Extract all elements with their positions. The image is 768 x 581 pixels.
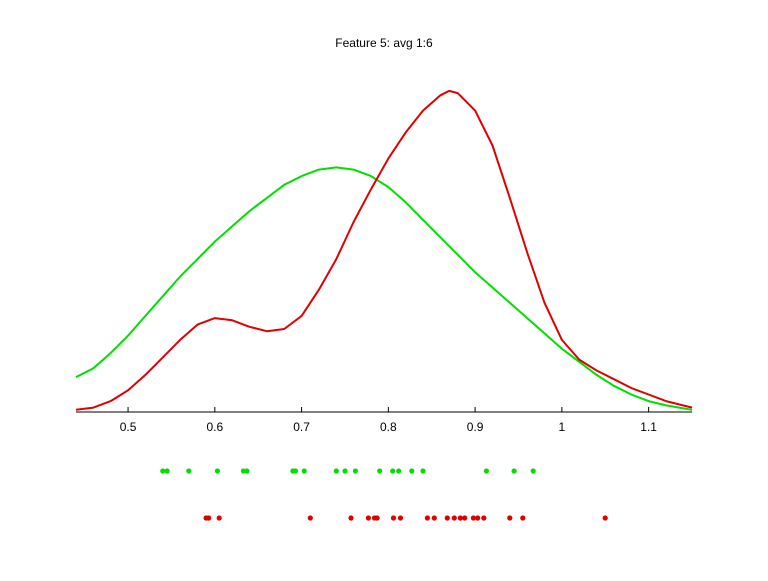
density-curve-series-1 (75, 166, 693, 411)
x-tick-label: 0.7 (293, 420, 310, 434)
x-tick-label: 1 (559, 420, 566, 434)
density-curve-series-2 (75, 89, 693, 411)
data-point-series-1 (396, 468, 402, 474)
data-point-series-1 (511, 468, 517, 474)
x-tick-label: 0.8 (380, 420, 397, 434)
data-point-series-1 (186, 468, 192, 474)
data-point-series-2 (397, 515, 404, 521)
data-point-series-1 (164, 468, 170, 474)
data-point-series-2 (602, 515, 608, 521)
data-point-series-2 (451, 515, 457, 521)
data-point-series-1 (409, 468, 415, 474)
data-point-series-1 (530, 468, 536, 474)
data-point-series-2 (457, 515, 463, 521)
x-tick-label: 0.6 (206, 420, 223, 434)
data-point-series-2 (470, 515, 476, 521)
data-point-series-2 (365, 515, 371, 521)
data-point-series-2 (444, 515, 450, 521)
data-point-series-1 (377, 468, 383, 474)
data-point-series-2 (348, 515, 354, 521)
data-point-series-2 (424, 515, 430, 521)
data-point-series-1 (420, 468, 426, 474)
data-point-series-1 (292, 468, 299, 474)
data-point-series-2 (431, 515, 437, 521)
data-point-series-1 (214, 468, 220, 474)
data-point-series-2 (462, 515, 468, 521)
data-point-series-2 (206, 515, 212, 521)
data-point-series-2 (475, 515, 481, 521)
x-tick-label: 1.1 (640, 420, 657, 434)
data-point-series-2 (481, 515, 487, 521)
data-point-series-1 (301, 468, 307, 474)
data-point-series-2 (390, 515, 397, 521)
data-point-series-2 (216, 515, 222, 521)
data-point-series-1 (352, 468, 358, 474)
data-point-series-2 (307, 515, 313, 521)
data-point-series-2 (507, 515, 513, 521)
data-point-series-1 (244, 468, 250, 474)
data-point-series-1 (390, 468, 396, 474)
chart-title: Feature 5: avg 1:6 (335, 36, 433, 50)
data-point-series-1 (342, 468, 348, 474)
data-point-series-1 (160, 468, 166, 474)
x-tick-label: 0.9 (467, 420, 484, 434)
x-tick-label: 0.5 (120, 420, 137, 434)
data-point-series-2 (520, 515, 526, 521)
data-point-series-1 (483, 468, 489, 474)
data-point-series-1 (333, 468, 339, 474)
data-point-series-2 (374, 515, 380, 521)
